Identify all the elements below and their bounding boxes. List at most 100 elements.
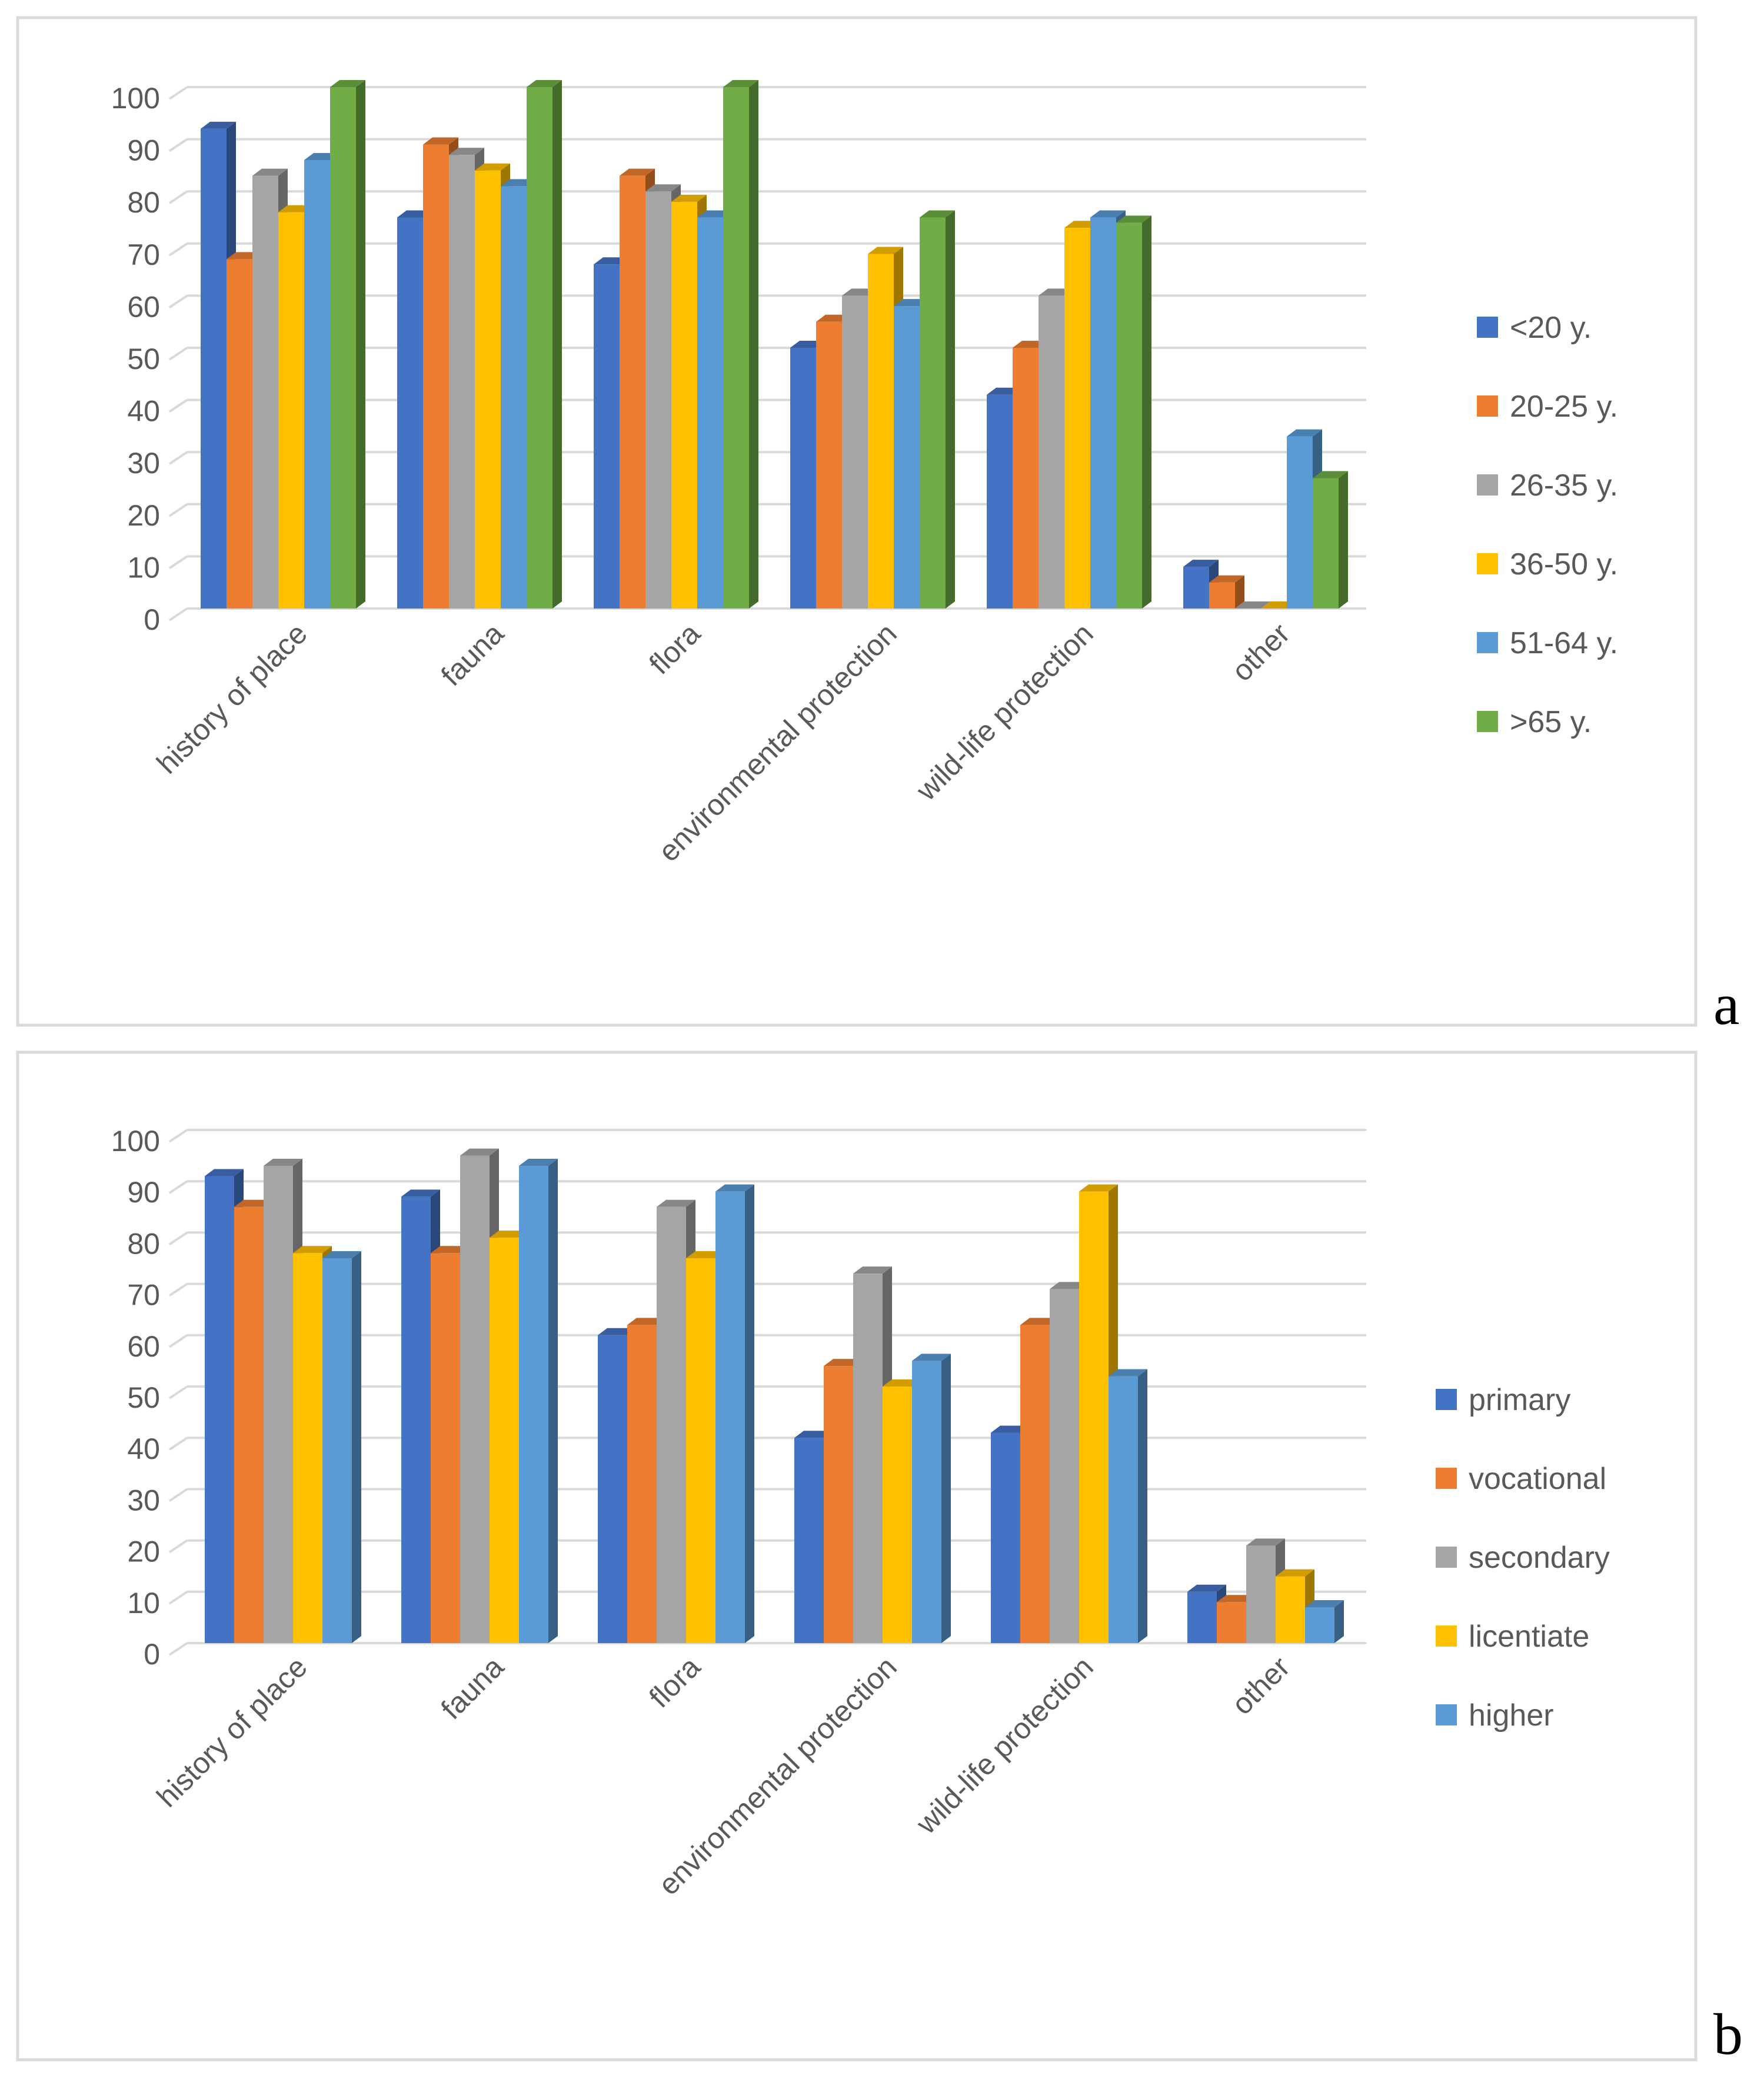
legend-swatch bbox=[1477, 553, 1498, 574]
bar-front bbox=[594, 264, 620, 609]
y-tick-label: 40 bbox=[127, 395, 160, 428]
y-tick-label: 90 bbox=[127, 1176, 160, 1209]
gridline-depth bbox=[168, 1642, 188, 1656]
bar-front bbox=[293, 1253, 322, 1643]
y-tick-label: 30 bbox=[127, 1484, 160, 1517]
bar-front bbox=[868, 254, 894, 609]
bar-front bbox=[645, 191, 671, 609]
legend-swatch bbox=[1436, 1547, 1457, 1568]
bar-top bbox=[824, 1359, 863, 1367]
bar-front bbox=[1287, 436, 1313, 609]
bar-top bbox=[1217, 1595, 1256, 1602]
bar-side bbox=[1339, 471, 1348, 609]
bar-top bbox=[205, 1169, 244, 1176]
bar-top bbox=[723, 80, 758, 87]
bar-front bbox=[460, 1155, 490, 1643]
panel-label: b bbox=[1713, 2001, 1743, 2067]
bar-top bbox=[657, 1199, 695, 1207]
bar-top bbox=[1116, 215, 1151, 223]
bar-front bbox=[330, 87, 356, 609]
bar-front bbox=[205, 1176, 234, 1643]
bar-front bbox=[1109, 1376, 1138, 1643]
bar-side bbox=[548, 1159, 558, 1643]
bar-top bbox=[627, 1318, 666, 1325]
bar-top bbox=[252, 168, 288, 176]
bar-front bbox=[278, 212, 304, 609]
bar-front bbox=[1305, 1607, 1334, 1643]
y-tick-label: 50 bbox=[127, 343, 160, 375]
legend-label: 36-50 y. bbox=[1510, 547, 1618, 581]
bar-top bbox=[201, 121, 236, 129]
gridline-depth bbox=[168, 1385, 188, 1399]
bar-front bbox=[1013, 348, 1039, 609]
y-tick-label: 10 bbox=[127, 551, 160, 584]
bar-front bbox=[475, 170, 501, 609]
bar-front bbox=[227, 259, 252, 609]
bar bbox=[1209, 575, 1244, 609]
bar-top bbox=[1090, 210, 1126, 218]
gridline-depth bbox=[168, 190, 188, 204]
legend-label: 51-64 y. bbox=[1510, 626, 1618, 660]
bar bbox=[1305, 1600, 1344, 1643]
bar-top bbox=[883, 1379, 921, 1387]
legend-swatch bbox=[1436, 1389, 1457, 1410]
y-tick-label: 20 bbox=[127, 1535, 160, 1568]
bar-top bbox=[1305, 1600, 1344, 1607]
bar-top bbox=[1020, 1318, 1059, 1325]
bar-top bbox=[519, 1159, 558, 1166]
bar-front bbox=[794, 1438, 824, 1643]
bar-front bbox=[920, 217, 946, 609]
gridline-depth bbox=[168, 1539, 188, 1554]
y-tick-label: 60 bbox=[127, 1330, 160, 1363]
gridline-depth bbox=[168, 451, 188, 465]
gridline-depth bbox=[168, 1180, 188, 1194]
bar-front bbox=[252, 175, 278, 609]
bar-front bbox=[304, 160, 330, 609]
bar-top bbox=[423, 137, 458, 145]
bar-front bbox=[1079, 1191, 1109, 1643]
bar-top bbox=[1287, 429, 1322, 437]
bar-front bbox=[790, 348, 816, 609]
bar bbox=[527, 80, 562, 609]
bar-front bbox=[598, 1335, 627, 1643]
bar-top bbox=[868, 247, 903, 254]
bar-front bbox=[620, 175, 645, 609]
bar bbox=[715, 1184, 754, 1643]
bar-front bbox=[264, 1166, 293, 1643]
bar-side bbox=[352, 1251, 361, 1643]
legend-swatch bbox=[1477, 395, 1498, 417]
gridline-depth bbox=[168, 347, 188, 361]
gridline-depth bbox=[168, 398, 188, 413]
bar-side bbox=[356, 80, 365, 609]
bar-front bbox=[842, 295, 868, 609]
bar-top bbox=[460, 1148, 499, 1156]
gridline-depth bbox=[168, 242, 188, 257]
panel-label: a bbox=[1713, 972, 1739, 1037]
bar-top bbox=[1246, 1538, 1285, 1546]
y-tick-label: 50 bbox=[127, 1381, 160, 1414]
bar-front bbox=[1217, 1602, 1246, 1643]
bar-top bbox=[920, 210, 955, 218]
bar-top bbox=[330, 80, 365, 87]
bar-front bbox=[1039, 295, 1064, 609]
legend-label: licentiate bbox=[1469, 1620, 1589, 1654]
bar-side bbox=[749, 80, 758, 609]
bar bbox=[330, 80, 365, 609]
bar-front bbox=[1313, 478, 1339, 609]
gridline-depth bbox=[168, 1282, 188, 1297]
bar-front bbox=[501, 186, 527, 609]
bar-top bbox=[671, 194, 707, 202]
bar-front bbox=[423, 144, 449, 609]
y-tick-label: 100 bbox=[111, 1125, 160, 1158]
bar-side bbox=[1235, 575, 1244, 609]
legend-label: vocational bbox=[1469, 1462, 1606, 1496]
legend-label: secondary bbox=[1469, 1541, 1610, 1575]
legend-label: <20 y. bbox=[1510, 311, 1592, 345]
bar bbox=[322, 1251, 361, 1643]
bar-side bbox=[946, 210, 955, 609]
bar-front bbox=[527, 87, 553, 609]
bar-top bbox=[1209, 575, 1244, 583]
y-tick-label: 0 bbox=[144, 1638, 160, 1671]
bar-top bbox=[1183, 560, 1219, 567]
